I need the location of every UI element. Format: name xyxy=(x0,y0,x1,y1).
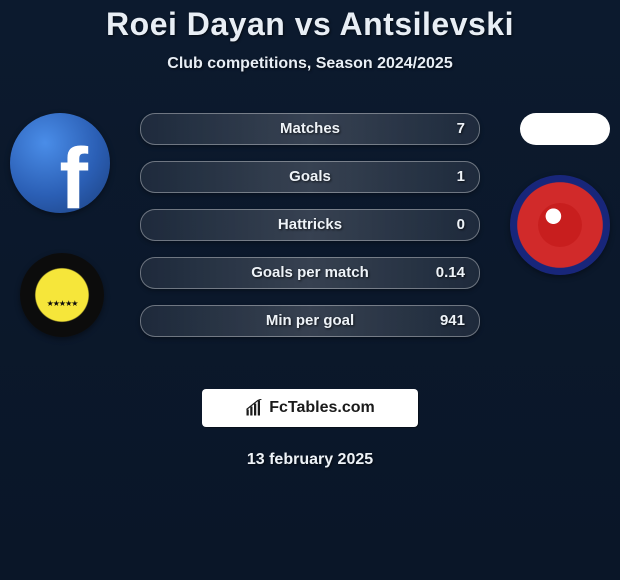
stat-value: 0 xyxy=(457,210,465,240)
date-label: 13 february 2025 xyxy=(0,451,620,469)
brand-badge[interactable]: FcTables.com xyxy=(202,389,418,427)
stat-value: 7 xyxy=(457,114,465,144)
stat-value: 941 xyxy=(440,306,465,336)
stat-row-goals: Goals 1 xyxy=(140,161,480,193)
club-crest-left xyxy=(20,253,104,337)
stat-label: Goals per match xyxy=(141,258,479,288)
facebook-icon[interactable] xyxy=(10,113,110,213)
brand-label: FcTables.com xyxy=(269,399,375,417)
stat-label: Matches xyxy=(141,114,479,144)
stats-section: Matches 7 Goals 1 Hattricks 0 Goals per … xyxy=(0,113,620,373)
chart-icon xyxy=(245,399,263,417)
page-title: Roei Dayan vs Antsilevski xyxy=(0,0,620,43)
comparison-card: Roei Dayan vs Antsilevski Club competiti… xyxy=(0,0,620,580)
stat-row-hattricks: Hattricks 0 xyxy=(140,209,480,241)
stat-pills: Matches 7 Goals 1 Hattricks 0 Goals per … xyxy=(140,113,480,353)
left-column xyxy=(10,113,110,337)
stat-row-goals-per-match: Goals per match 0.14 xyxy=(140,257,480,289)
stat-label: Min per goal xyxy=(141,306,479,336)
stat-value: 1 xyxy=(457,162,465,192)
stat-label: Hattricks xyxy=(141,210,479,240)
stat-label: Goals xyxy=(141,162,479,192)
right-column xyxy=(520,113,610,275)
club-crest-right xyxy=(510,175,610,275)
page-subtitle: Club competitions, Season 2024/2025 xyxy=(0,55,620,73)
stat-row-matches: Matches 7 xyxy=(140,113,480,145)
stat-value: 0.14 xyxy=(436,258,465,288)
stat-row-min-per-goal: Min per goal 941 xyxy=(140,305,480,337)
player-placeholder-right xyxy=(520,113,610,145)
